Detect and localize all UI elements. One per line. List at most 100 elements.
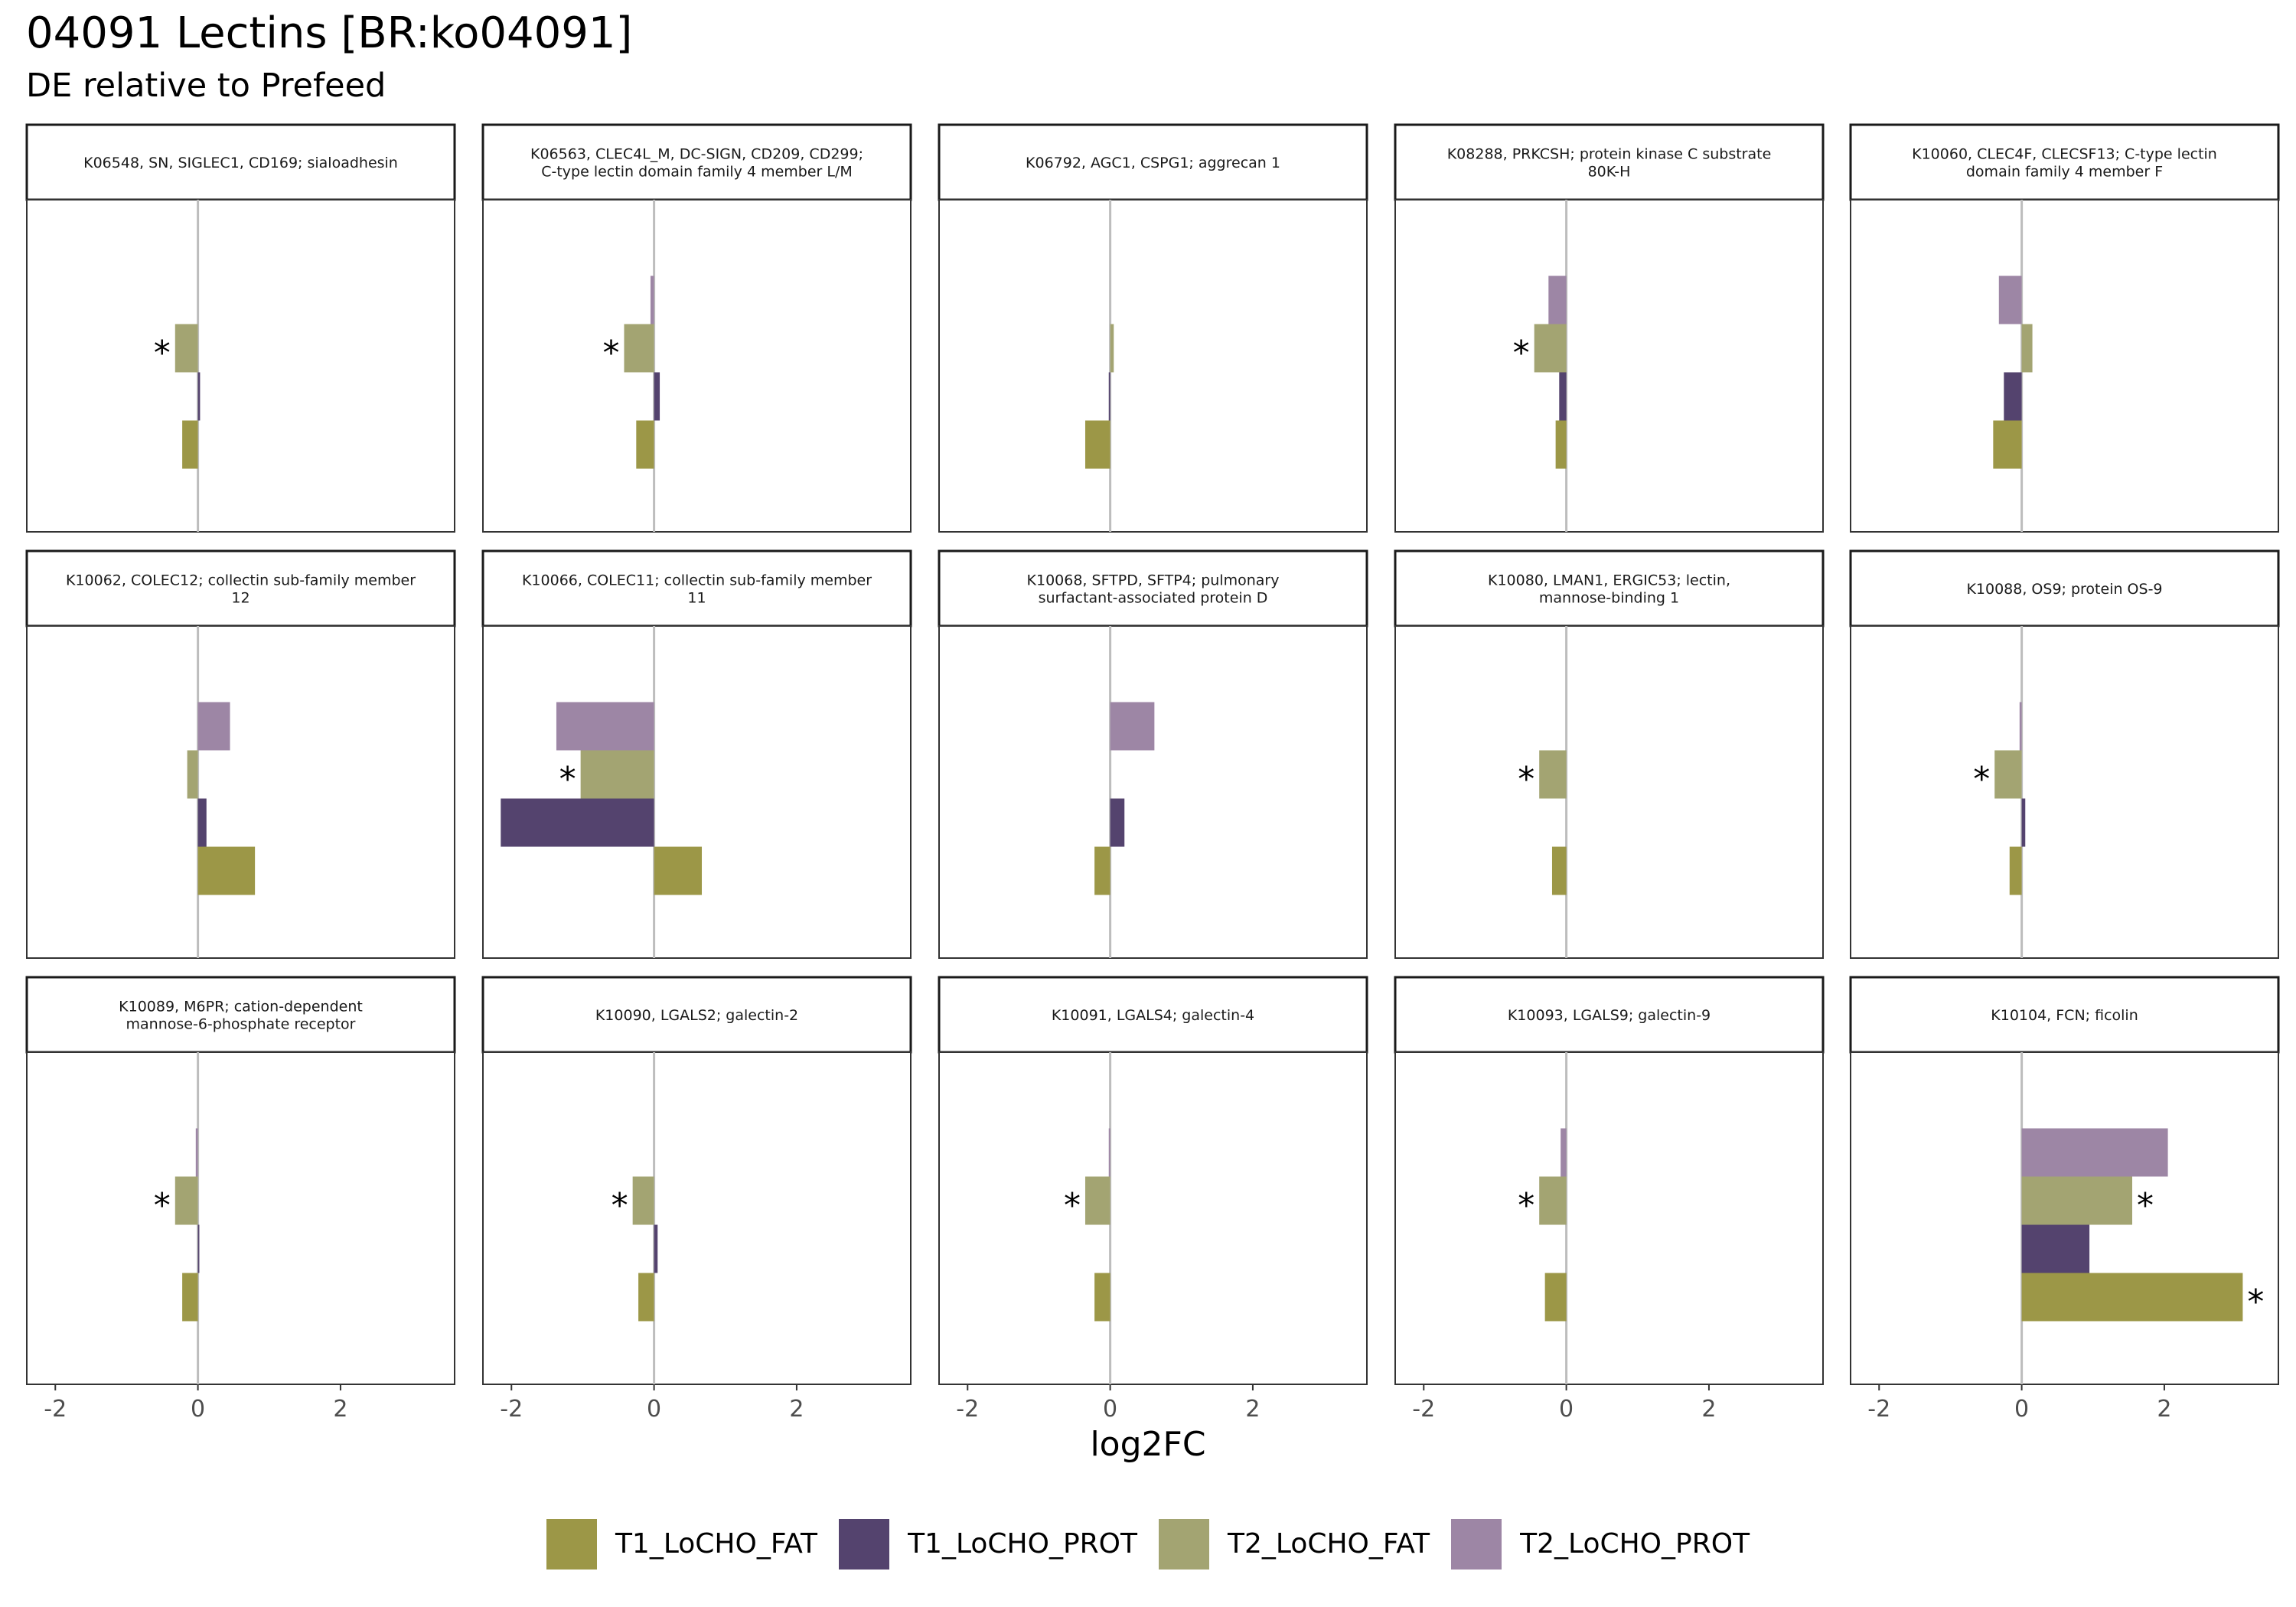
significance-star: * [559,760,576,799]
bar-t2-locho-prot [1561,1128,1567,1177]
facet-strip-label: K06563, CLEC4L_M, DC-SIGN, CD209, CD299;… [530,146,863,181]
legend: T1_LoCHO_FAT T1_LoCHO_PROT T2_LoCHO_FAT T2_… [0,1519,2296,1570]
bar-t1-locho-fat [636,420,654,469]
bar-t1-locho-prot [2021,1224,2090,1273]
facet-panel [938,199,1368,533]
facet-strip [1849,976,2280,1054]
facet-strip-label: K08288, PRKCSH; protein kinase C substra… [1447,146,1772,181]
bar-t1-locho-fat [1094,1273,1110,1322]
x-tick-label: -2 [956,1396,979,1423]
facet-panel [482,625,912,959]
facet-strip-label: K10080, LMAN1, ERGIC53; lectin, mannose-b… [1488,572,1730,607]
bar-t1-locho-prot [1559,372,1567,421]
bar-t2-locho-prot [197,702,230,751]
facet-strip-label: K10090, LGALS2; galectin-2 [595,1007,798,1024]
bar-t1-locho-fat [1555,420,1567,469]
chart-title: 04091 Lectins [BR:ko04091] [26,8,633,58]
bar-t2-locho-fat [187,750,198,799]
facet-panel [1394,1051,1824,1385]
x-tick-label: 0 [2014,1396,2029,1423]
facet-panel [1394,199,1824,533]
x-tick-label: 0 [647,1396,661,1423]
bar-t1-locho-fat [182,420,198,469]
bar-t1-locho-prot [654,372,660,421]
facet-strip-label: K10060, CLEC4F, CLECSF13; C-type lectin d… [1912,146,2217,181]
bar-t1-locho-fat [1551,846,1567,895]
bar-t2-locho-fat [632,1176,654,1225]
bar-t2-locho-fat [2021,1176,2133,1225]
bar-t1-locho-fat [182,1273,198,1322]
facet-panel [26,1051,455,1385]
legend-item: T1_LoCHO_PROT [839,1519,1137,1570]
significance-star: * [2137,1186,2154,1225]
bar-t2-locho-fat [1539,1176,1567,1225]
bar-t1-locho-fat [1084,420,1110,469]
facet-strip [1394,976,1825,1054]
bar-t1-locho-fat [638,1273,654,1322]
bar-t1-locho-prot [2004,372,2022,421]
facet-panel [482,1051,912,1385]
bar-t2-locho-prot [1998,275,2022,324]
bar-t1-locho-fat [1993,420,2022,469]
bar-t1-locho-fat [197,846,256,895]
bar-t1-locho-prot [501,798,654,847]
x-tick-label: 0 [191,1396,205,1423]
bar-t2-locho-prot [2021,1128,2168,1177]
facet-strip [938,549,1368,627]
bar-t2-locho-prot [195,1128,198,1177]
facet-panel [26,199,455,533]
bar-t1-locho-prot [2021,798,2026,847]
bar-t1-locho-prot [1108,372,1110,421]
facet-panel [1394,625,1824,959]
x-tick-label: 0 [1103,1396,1117,1423]
legend-label: T2_LoCHO_FAT [1228,1528,1430,1560]
x-tick-label: 2 [1245,1396,1260,1423]
facet-strip [25,976,456,1054]
x-tick-label: 2 [789,1396,804,1423]
bar-t2-locho-fat [1994,750,2022,799]
facet-strip-label: K06792, AGC1, CSPG1; aggrecan 1 [1026,155,1280,171]
facet-strip-label: K10068, SFTPD, SFTP4; pulmonary surfactan… [1027,572,1280,607]
significance-star: * [1973,760,1990,799]
bar-t2-locho-prot [1548,275,1567,324]
bar-t2-locho-prot [2019,702,2022,751]
legend-key [1159,1519,1209,1570]
bar-t2-locho-fat [174,1176,198,1225]
legend-key [546,1519,597,1570]
bar-t1-locho-prot [1110,798,1125,847]
facet-strip [1849,549,2280,627]
x-tick-label: -2 [1867,1396,1890,1423]
bar-t2-locho-fat [2021,324,2033,373]
significance-star: * [612,1186,628,1225]
legend-item: T2_LoCHO_FAT [1159,1519,1430,1570]
bar-t2-locho-fat [624,324,654,373]
bar-t1-locho-fat [1094,846,1110,895]
bar-t1-locho-prot [197,1224,200,1273]
significance-star: * [154,334,171,373]
legend-key [839,1519,890,1570]
facet-strip [481,123,912,201]
x-tick-label: 2 [1701,1396,1716,1423]
significance-star: * [154,1186,171,1225]
facet-panel [938,1051,1368,1385]
facet-panel [1850,199,2279,533]
facet-panel [26,625,455,959]
bar-t1-locho-fat [1544,1273,1567,1322]
bar-t1-locho-fat [2009,846,2022,895]
facet-panel [1850,625,2279,959]
facet-strip-label: K10104, FCN; ficolin [1991,1007,2138,1024]
bar-t2-locho-prot [1110,702,1155,751]
bar-t2-locho-prot [556,702,654,751]
legend-item: T1_LoCHO_FAT [546,1519,817,1570]
facet-strip [938,976,1368,1054]
bar-t2-locho-fat [580,750,654,799]
bar-t2-locho-prot [1108,1128,1110,1177]
bar-t1-locho-fat [654,846,703,895]
x-tick-label: 2 [2157,1396,2171,1423]
legend-label: T1_LoCHO_FAT [615,1528,818,1560]
bar-t2-locho-fat [174,324,198,373]
bar-t1-locho-prot [197,798,207,847]
facet-strip-label: K10062, COLEC12; collectin sub-family me… [66,572,416,607]
x-axis-title: log2FC [1090,1425,1206,1464]
facet-strip [938,123,1368,201]
